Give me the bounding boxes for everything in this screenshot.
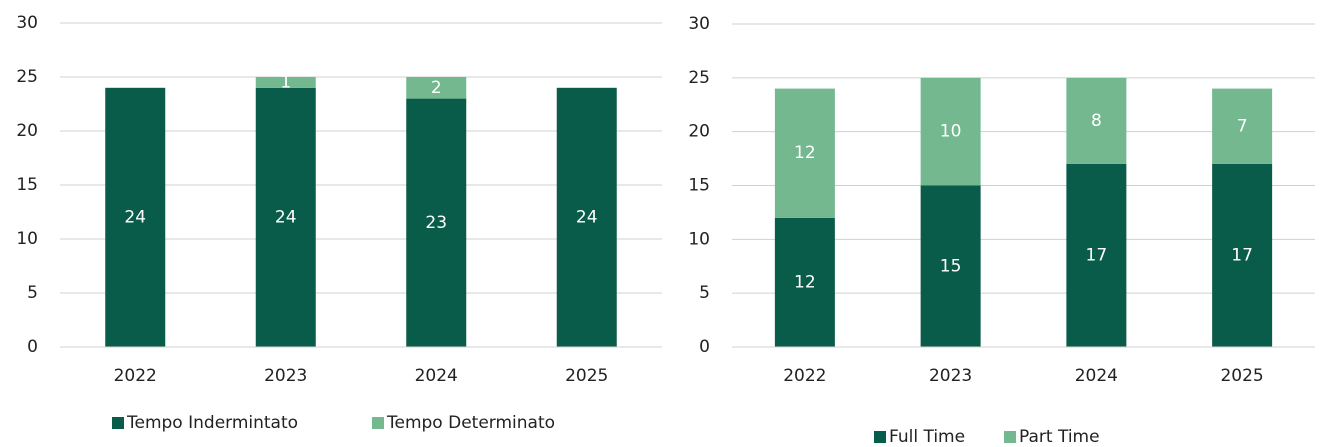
bar-segment [105, 87, 166, 348]
x-tick-label: 2025 [1220, 366, 1263, 386]
y-tick-label: 0 [27, 337, 38, 357]
y-tick-label: 20 [16, 121, 38, 141]
bar-segment [556, 87, 617, 348]
x-tick-label: 2025 [565, 366, 608, 386]
data-label: 12 [794, 272, 816, 292]
data-label: 15 [940, 256, 962, 276]
y-tick-label: 25 [688, 68, 710, 88]
y-tick-label: 20 [688, 122, 710, 142]
data-label: 12 [794, 143, 816, 163]
bar-segment [1066, 77, 1127, 164]
y-tick-label: 30 [16, 13, 38, 33]
bar-segment [774, 217, 835, 347]
bar-segment [920, 185, 981, 347]
bar-segment [1212, 88, 1273, 164]
y-tick-label: 15 [16, 175, 38, 195]
data-label: 23 [425, 213, 447, 233]
y-tick-label: 30 [688, 14, 710, 34]
bar-segment [920, 77, 981, 186]
bar-segment [255, 77, 316, 88]
bar-segment [406, 77, 467, 99]
legend-label: Part Time [1019, 427, 1100, 447]
data-label: 8 [1091, 111, 1102, 131]
x-tick-label: 2024 [415, 366, 458, 386]
data-label: 17 [1231, 245, 1253, 265]
legend-swatch [1004, 431, 1016, 443]
bar-segment [255, 87, 316, 348]
bar-segment [1066, 163, 1127, 347]
y-tick-label: 10 [688, 229, 710, 249]
legend-swatch [372, 417, 384, 429]
y-tick-label: 5 [699, 283, 710, 303]
data-label: 24 [124, 207, 146, 227]
y-tick-label: 15 [688, 176, 710, 196]
legend-label: Tempo Indermintato [126, 413, 298, 433]
data-label: 17 [1086, 245, 1108, 265]
data-label: 24 [275, 207, 297, 227]
y-tick-label: 10 [16, 229, 38, 249]
data-label: 2 [431, 78, 442, 98]
legend-swatch [874, 431, 886, 443]
x-tick-label: 2024 [1075, 366, 1118, 386]
bar-segment [774, 88, 835, 218]
x-tick-label: 2022 [783, 366, 826, 386]
bar-segment [1212, 163, 1273, 347]
bar-segment [406, 98, 467, 347]
data-label: 7 [1237, 116, 1248, 136]
x-tick-label: 2022 [114, 366, 157, 386]
data-label: 10 [940, 122, 962, 142]
legend-label: Full Time [889, 427, 965, 447]
legend-swatch [112, 417, 124, 429]
y-tick-label: 0 [699, 337, 710, 357]
x-tick-label: 2023 [264, 366, 307, 386]
legend-label: Tempo Determinato [386, 413, 555, 433]
y-tick-label: 25 [16, 67, 38, 87]
x-tick-label: 2023 [929, 366, 972, 386]
data-label: 1 [280, 72, 291, 92]
data-label: 24 [576, 207, 598, 227]
y-tick-label: 5 [27, 283, 38, 303]
